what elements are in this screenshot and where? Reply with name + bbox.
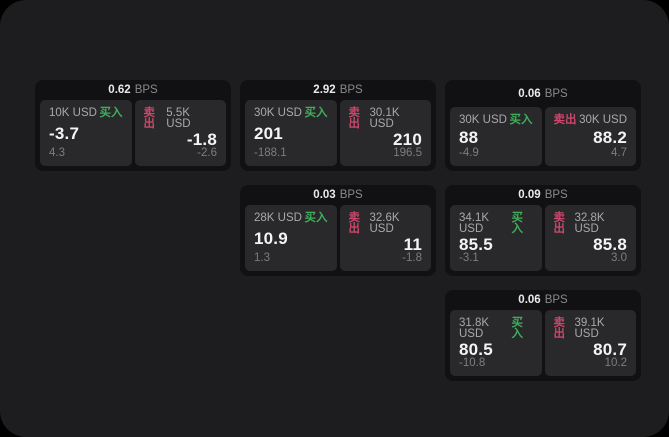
sell-tile[interactable]: 卖出 32.6K USD 11 -1.8 xyxy=(339,204,431,271)
sell-delta-value: 10.2 xyxy=(604,356,627,369)
buy-price-value: 80.5 xyxy=(459,339,493,359)
card-header: 0.06 BPS xyxy=(445,80,641,107)
sell-amount-label: 39.1K USD xyxy=(574,316,605,340)
buy-amount-label: 30K USD xyxy=(459,114,507,126)
card-body: 31.8K USD 买入 80.5 -10.8 卖出 39.1K USD 80.… xyxy=(445,309,641,382)
sell-amount-label: 5.5K USD xyxy=(166,106,191,130)
bps-unit: BPS xyxy=(339,83,363,96)
bps-unit: BPS xyxy=(134,83,158,96)
card-header: 0.62 BPS xyxy=(35,80,231,100)
sell-price-value: 88.2 xyxy=(593,127,627,147)
sell-price-value: -1.8 xyxy=(186,129,217,149)
buy-amount-label: 31.8K USD xyxy=(459,316,490,340)
buy-delta-value: 1.3 xyxy=(254,251,270,264)
buy-amount-label: 10K USD xyxy=(49,106,97,119)
sell-badge: 卖出 xyxy=(553,316,566,340)
sell-badge: 卖出 xyxy=(143,106,156,130)
sell-tile[interactable]: 卖出 30.1K USD 210 196.5 xyxy=(339,99,431,166)
sell-tile[interactable]: 卖出 30K USD 88.2 4.7 xyxy=(544,107,636,166)
buy-badge: 买入 xyxy=(304,106,328,119)
card-body: 30K USD 买入 201 -188.1 卖出 30.1K USD 210 1… xyxy=(240,99,436,172)
buy-delta-value: -10.8 xyxy=(459,356,486,369)
sell-delta-value: 3.0 xyxy=(611,251,627,264)
buy-badge: 买入 xyxy=(511,316,524,340)
widget-grid: 0.62 BPS 10K USD 买入 -3.7 4.3 卖出 5.5K USD xyxy=(35,80,641,381)
sell-delta-value: 196.5 xyxy=(393,146,422,159)
buy-tile[interactable]: 30K USD 买入 201 -188.1 xyxy=(245,99,337,166)
card-body: 10K USD 买入 -3.7 4.3 卖出 5.5K USD -1.8 -2.… xyxy=(35,99,231,172)
sell-badge: 卖出 xyxy=(348,106,361,130)
sell-delta-value: -2.6 xyxy=(197,146,217,159)
quote-card[interactable]: 0.03 BPS 28K USD 买入 10.9 1.3 卖出 32.6K US… xyxy=(240,185,436,276)
sell-delta-value: -1.8 xyxy=(402,251,422,264)
buy-amount-label: 30K USD xyxy=(254,106,302,119)
card-body: 28K USD 买入 10.9 1.3 卖出 32.6K USD 11 -1.8 xyxy=(240,204,436,277)
sell-price-value: 11 xyxy=(403,234,422,254)
quote-card[interactable]: 2.92 BPS 30K USD 买入 201 -188.1 卖出 30.1K … xyxy=(240,80,436,171)
buy-price-value: 201 xyxy=(254,123,283,143)
sell-badge: 卖出 xyxy=(553,114,577,126)
sell-price-value: 85.8 xyxy=(593,234,627,254)
buy-badge: 买入 xyxy=(509,114,533,126)
sell-tile[interactable]: 卖出 5.5K USD -1.8 -2.6 xyxy=(134,99,226,166)
sell-amount-label: 30K USD xyxy=(579,114,627,126)
buy-tile[interactable]: 10K USD 买入 -3.7 4.3 xyxy=(40,99,132,166)
bps-value: 0.03 xyxy=(313,188,336,201)
sell-tile[interactable]: 卖出 39.1K USD 80.7 10.2 xyxy=(544,309,636,376)
card-header: 0.09 BPS xyxy=(445,185,641,205)
sell-price-value: 80.7 xyxy=(593,339,627,359)
card-header: 0.03 BPS xyxy=(240,185,436,205)
card-header: 0.06 BPS xyxy=(445,290,641,310)
buy-tile[interactable]: 28K USD 买入 10.9 1.3 xyxy=(245,204,337,271)
card-body: 34.1K USD 买入 85.5 -3.1 卖出 32.8K USD 85.8… xyxy=(445,204,641,277)
bps-unit: BPS xyxy=(339,188,363,201)
quote-card[interactable]: 0.06 BPS 31.8K USD 买入 80.5 -10.8 卖出 39.1… xyxy=(445,290,641,381)
bps-value: 0.62 xyxy=(108,83,131,96)
sell-badge: 卖出 xyxy=(553,211,566,235)
bps-value: 0.06 xyxy=(518,293,541,306)
sell-badge: 卖出 xyxy=(348,211,361,235)
bps-unit: BPS xyxy=(544,293,568,306)
buy-delta-value: -3.1 xyxy=(459,251,479,264)
buy-price-value: -3.7 xyxy=(49,123,80,143)
sell-amount-label: 32.6K USD xyxy=(369,211,400,235)
buy-badge: 买入 xyxy=(304,211,328,224)
bps-value: 2.92 xyxy=(313,83,336,96)
buy-delta-value: -188.1 xyxy=(254,146,287,159)
buy-tile[interactable]: 31.8K USD 买入 80.5 -10.8 xyxy=(450,309,542,376)
buy-tile[interactable]: 30K USD 买入 88 -4.9 xyxy=(450,107,542,166)
sell-amount-label: 32.8K USD xyxy=(574,211,605,235)
buy-delta-value: 4.3 xyxy=(49,146,65,159)
sell-delta-value: 4.7 xyxy=(611,146,627,159)
bps-unit: BPS xyxy=(544,87,568,100)
buy-tile[interactable]: 34.1K USD 买入 85.5 -3.1 xyxy=(450,204,542,271)
quote-card[interactable]: 0.06 BPS 30K USD 买入 88 -4.9 卖出 30K USD xyxy=(445,80,641,171)
buy-amount-label: 34.1K USD xyxy=(459,211,490,235)
buy-price-value: 88 xyxy=(459,127,479,147)
buy-badge: 买入 xyxy=(99,106,123,119)
sell-price-value: 210 xyxy=(393,129,422,149)
buy-badge: 买入 xyxy=(511,211,524,235)
bps-value: 0.09 xyxy=(518,188,541,201)
buy-price-value: 85.5 xyxy=(459,234,493,254)
card-header: 2.92 BPS xyxy=(240,80,436,100)
buy-price-value: 10.9 xyxy=(254,228,288,248)
quote-card[interactable]: 0.62 BPS 10K USD 买入 -3.7 4.3 卖出 5.5K USD xyxy=(35,80,231,171)
buy-amount-label: 28K USD xyxy=(254,211,302,224)
card-body: 30K USD 买入 88 -4.9 卖出 30K USD 88.2 4.7 xyxy=(445,107,641,171)
bps-value: 0.06 xyxy=(518,87,541,100)
quote-card[interactable]: 0.09 BPS 34.1K USD 买入 85.5 -3.1 卖出 32.8K… xyxy=(445,185,641,276)
buy-delta-value: -4.9 xyxy=(459,146,479,159)
bps-unit: BPS xyxy=(544,188,568,201)
sell-amount-label: 30.1K USD xyxy=(369,106,400,130)
sell-tile[interactable]: 卖出 32.8K USD 85.8 3.0 xyxy=(544,204,636,271)
